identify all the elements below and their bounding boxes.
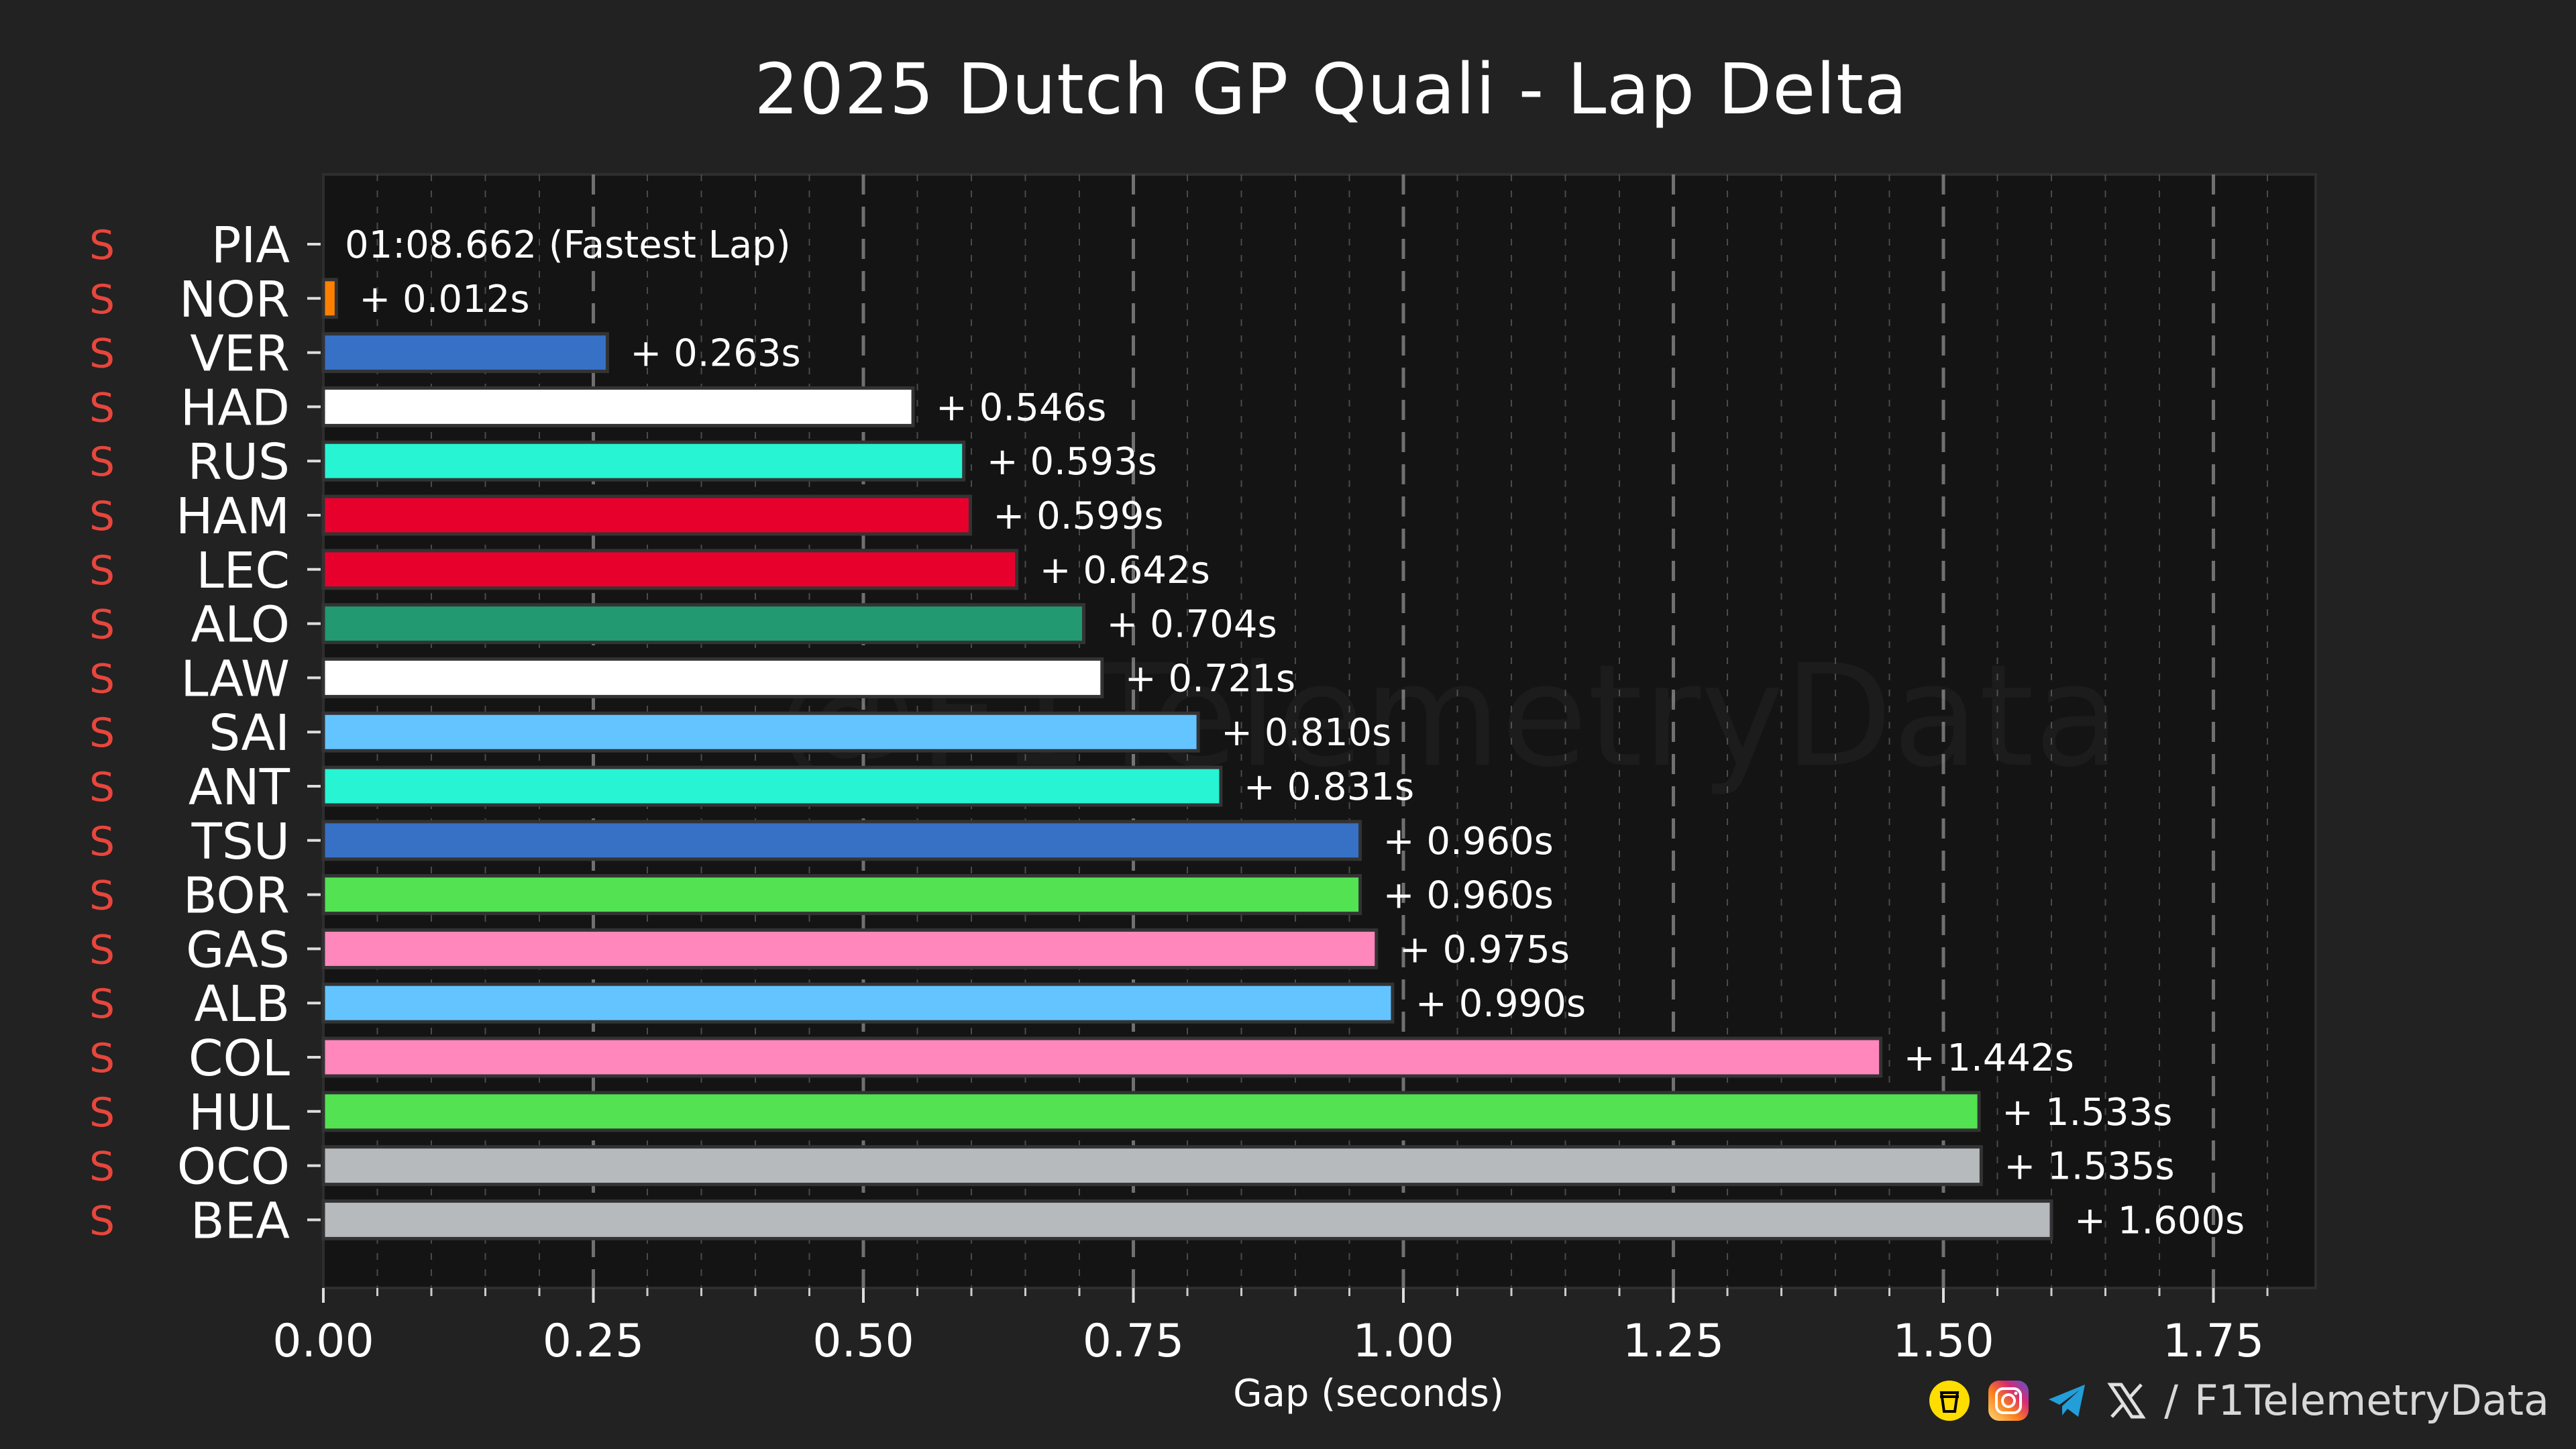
bars-group: S PIA 01:08.662 (Fastest Lap) S NOR + 0.012s S… <box>89 217 2245 1250</box>
data-label: + 0.593s <box>987 440 1157 484</box>
driver-code-label: GAS <box>186 921 290 979</box>
driver-code-label: OCO <box>177 1138 290 1196</box>
bar-ham <box>321 494 972 536</box>
bar-ver <box>321 332 609 374</box>
x-icon[interactable] <box>2105 1379 2148 1422</box>
x-tick-label: 0.50 <box>812 1315 914 1368</box>
tyre-compound-label: S <box>89 331 115 378</box>
footer: / F1TelemetryData <box>1928 1376 2549 1425</box>
chart-title: 2025 Dutch GP Quali - Lap Delta <box>754 48 1908 130</box>
bar-gas <box>321 928 1379 969</box>
data-label: + 0.960s <box>1383 874 1554 918</box>
minor-grid <box>376 174 2269 1296</box>
tyre-compound-label: S <box>89 710 115 757</box>
data-label: + 0.810s <box>1221 711 1391 755</box>
x-axis: 0.00 0.25 0.50 0.75 1.00 1.25 1.50 1.75 <box>272 1288 2264 1368</box>
tyre-compound-label: S <box>89 873 115 920</box>
tyre-compound-label: S <box>89 1197 115 1244</box>
bar-tsu <box>321 820 1362 861</box>
bar-rus <box>321 440 966 482</box>
data-label: + 0.263s <box>630 332 800 376</box>
data-label: + 0.831s <box>1244 765 1414 809</box>
bar-bor <box>321 874 1362 916</box>
x-tick-label: 1.00 <box>1352 1315 1454 1368</box>
driver-code-label: SAI <box>209 704 290 762</box>
tyre-compound-label: S <box>89 1089 115 1136</box>
driver-code-label: COL <box>189 1030 290 1087</box>
x-tick-label: 1.50 <box>1892 1315 1994 1368</box>
tyre-compound-label: S <box>89 818 115 865</box>
footer-separator: / <box>2164 1376 2178 1425</box>
driver-code-label: VER <box>190 325 290 383</box>
x-tick-label: 0.00 <box>272 1315 374 1368</box>
data-label: + 1.535s <box>2004 1145 2174 1189</box>
tyre-compound-label: S <box>89 981 115 1028</box>
driver-code-label: BOR <box>183 867 290 925</box>
driver-code-label: BEA <box>191 1192 290 1250</box>
tyre-compound-label: S <box>89 602 115 649</box>
tyre-compound-label: S <box>89 547 115 594</box>
data-label: + 0.975s <box>1399 928 1570 971</box>
bar-alb <box>321 982 1395 1024</box>
driver-code-label: PIA <box>211 217 290 274</box>
bar-col <box>321 1036 1883 1078</box>
instagram-icon[interactable] <box>1987 1379 2030 1422</box>
x-tick-label: 0.75 <box>1083 1315 1184 1368</box>
data-label: + 0.990s <box>1415 982 1586 1026</box>
bar-law <box>321 657 1104 698</box>
driver-code-label: LAW <box>180 650 290 708</box>
tyre-compound-label: S <box>89 384 115 431</box>
tyre-compound-label: S <box>89 439 115 486</box>
bar-bea <box>321 1199 2053 1240</box>
data-label: + 1.533s <box>2002 1091 2172 1134</box>
data-label: + 0.012s <box>359 278 529 321</box>
data-label: + 0.704s <box>1106 603 1277 647</box>
driver-code-label: ANT <box>189 759 290 816</box>
data-label: 01:08.662 (Fastest Lap) <box>345 223 791 267</box>
data-label: + 0.599s <box>993 494 1163 538</box>
driver-code-label: HAM <box>176 488 290 545</box>
data-label: + 0.642s <box>1040 549 1210 592</box>
data-label: + 0.721s <box>1125 657 1295 700</box>
driver-code-label: LEC <box>196 542 290 600</box>
buymeacoffee-icon[interactable] <box>1928 1379 1971 1422</box>
tyre-compound-label: S <box>89 926 115 973</box>
tyre-compound-label: S <box>89 1035 115 1082</box>
driver-code-label: HUL <box>189 1084 290 1142</box>
driver-code-label: RUS <box>187 433 290 491</box>
bar-ant <box>321 765 1223 807</box>
driver-code-label: HAD <box>180 379 290 437</box>
data-label: + 1.442s <box>1904 1036 2074 1080</box>
bar-sai <box>321 711 1200 753</box>
data-label: + 0.546s <box>936 386 1106 429</box>
bar-nor <box>321 278 338 319</box>
x-axis-label: Gap (seconds) <box>1233 1372 1504 1415</box>
tyre-compound-label: S <box>89 276 115 323</box>
tyre-compound-label: S <box>89 493 115 540</box>
tyre-compound-label: S <box>89 222 115 269</box>
bar-hul <box>321 1091 1981 1132</box>
tyre-compound-label: S <box>89 655 115 702</box>
driver-code-label: TSU <box>191 813 290 871</box>
data-label: + 0.960s <box>1383 820 1554 863</box>
bar-oco <box>321 1145 1983 1187</box>
footer-handle[interactable]: F1TelemetryData <box>2194 1376 2549 1425</box>
x-tick-label: 1.25 <box>1623 1315 1724 1368</box>
tyre-compound-label: S <box>89 764 115 811</box>
driver-code-label: NOR <box>179 271 290 329</box>
x-tick-label: 0.25 <box>543 1315 644 1368</box>
bar-had <box>321 386 915 427</box>
driver-code-label: ALB <box>194 975 290 1033</box>
x-tick-label: 1.75 <box>2163 1315 2264 1368</box>
telegram-icon[interactable] <box>2046 1379 2089 1422</box>
tyre-compound-label: S <box>89 1144 115 1191</box>
data-label: + 1.600s <box>2074 1199 2245 1242</box>
bar-lec <box>321 549 1019 590</box>
bar-alo <box>321 603 1085 645</box>
driver-code-label: ALO <box>191 596 290 654</box>
